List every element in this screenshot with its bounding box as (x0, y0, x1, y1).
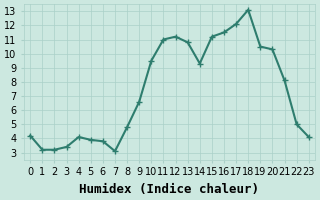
X-axis label: Humidex (Indice chaleur): Humidex (Indice chaleur) (79, 183, 260, 196)
